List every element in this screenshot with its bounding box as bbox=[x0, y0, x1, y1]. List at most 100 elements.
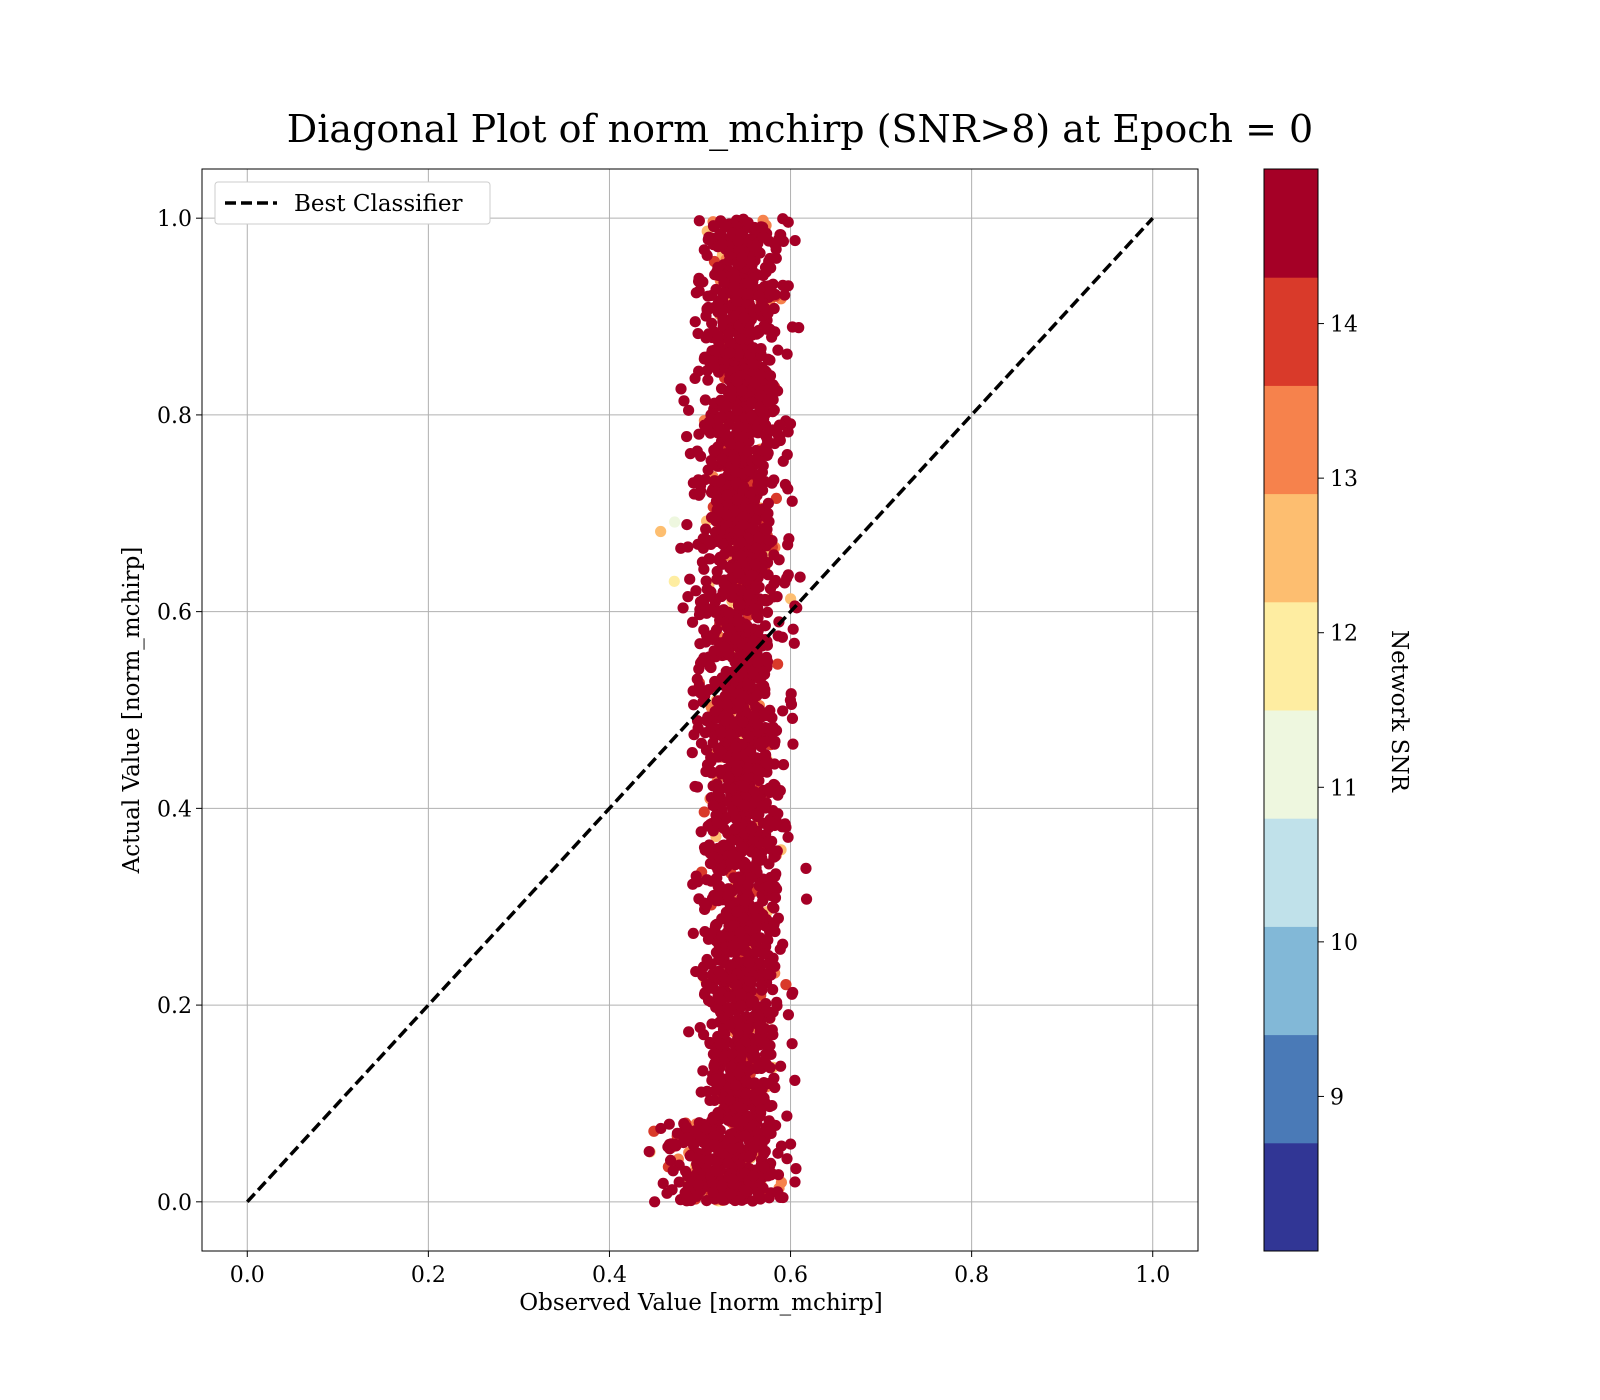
scatter-point bbox=[740, 1088, 752, 1100]
scatter-point bbox=[694, 488, 706, 500]
scatter-point bbox=[745, 410, 757, 422]
scatter-point bbox=[785, 688, 797, 700]
scatter-point bbox=[777, 759, 790, 771]
scatter-point bbox=[786, 1038, 798, 1050]
scatter-point bbox=[711, 809, 723, 821]
scatter-point bbox=[677, 602, 689, 614]
scatter-point bbox=[720, 665, 732, 678]
scatter-point bbox=[716, 538, 729, 550]
scatter-point bbox=[751, 690, 763, 702]
scatter-point bbox=[779, 478, 791, 491]
scatter-point bbox=[762, 447, 774, 459]
scatter-point bbox=[763, 1192, 775, 1204]
scatter-point bbox=[755, 343, 767, 355]
colorbar-band bbox=[1264, 385, 1318, 495]
scatter-point bbox=[736, 384, 748, 397]
scatter-point bbox=[698, 1029, 710, 1041]
scatter-point bbox=[698, 353, 710, 365]
scatter-point bbox=[748, 786, 760, 798]
scatter-point bbox=[712, 502, 724, 514]
scatter-point bbox=[747, 665, 759, 677]
scatter-point bbox=[759, 620, 771, 632]
scatter-point bbox=[770, 492, 782, 505]
scatter-point bbox=[728, 281, 740, 293]
scatter-point bbox=[729, 454, 741, 466]
scatter-point bbox=[709, 675, 721, 688]
scatter-point bbox=[755, 1104, 767, 1116]
x-axis-label: Observed Value [norm_mchirp] bbox=[519, 1290, 882, 1316]
y-axis-label: Actual Value [norm_mchirp] bbox=[119, 547, 145, 875]
scatter-point bbox=[757, 594, 769, 606]
scatter-point bbox=[732, 615, 744, 627]
scatter-point bbox=[726, 1143, 738, 1155]
scatter-point bbox=[715, 727, 728, 739]
scatter-point bbox=[667, 1165, 679, 1177]
scatter-point bbox=[716, 238, 729, 251]
scatter-point bbox=[723, 249, 736, 261]
scatter-point bbox=[742, 762, 754, 774]
scatter-point bbox=[765, 1048, 777, 1061]
y-tick-label: 0.0 bbox=[157, 1191, 192, 1216]
scatter-point bbox=[750, 515, 762, 527]
scatter-point bbox=[719, 690, 731, 702]
scatter-point bbox=[736, 251, 748, 264]
colorbar-tick-label: 9 bbox=[1330, 1085, 1344, 1110]
scatter-point bbox=[744, 975, 757, 988]
scatter-point bbox=[786, 495, 798, 507]
scatter-point bbox=[789, 1176, 801, 1188]
scatter-point bbox=[743, 465, 755, 477]
scatter-point bbox=[691, 445, 703, 457]
scatter-point bbox=[773, 233, 785, 245]
scatter-point bbox=[695, 687, 707, 699]
scatter-point bbox=[786, 321, 799, 333]
scatter-point bbox=[701, 249, 713, 262]
scatter-point bbox=[714, 228, 726, 240]
scatter-point bbox=[735, 550, 747, 562]
scatter-point bbox=[723, 327, 736, 339]
scatter-point bbox=[691, 781, 704, 793]
scatter-point bbox=[759, 736, 771, 748]
scatter-point bbox=[711, 565, 723, 578]
scatter-point bbox=[774, 419, 787, 431]
scatter-point bbox=[689, 316, 701, 328]
scatter-point bbox=[748, 710, 760, 722]
scatter-point bbox=[777, 938, 789, 950]
colorbar-band bbox=[1264, 926, 1318, 1036]
scatter-point bbox=[731, 493, 743, 505]
scatter-point bbox=[749, 558, 761, 571]
scatter-point bbox=[727, 805, 739, 818]
scatter-point bbox=[734, 599, 746, 611]
scatter-point bbox=[705, 958, 717, 970]
scatter-point bbox=[725, 959, 737, 971]
scatter-point bbox=[782, 539, 794, 551]
x-tick-label: 0.2 bbox=[411, 1263, 446, 1288]
scatter-point bbox=[781, 572, 793, 584]
scatter-point bbox=[694, 596, 707, 608]
best-classifier-line bbox=[245, 216, 1155, 1204]
scatter-point bbox=[720, 911, 733, 923]
scatter-point bbox=[655, 1122, 667, 1135]
scatter-point bbox=[731, 906, 743, 918]
scatter-point bbox=[738, 799, 751, 811]
scatter-point bbox=[749, 1077, 761, 1089]
scatter-point bbox=[753, 1020, 765, 1032]
scatter-point bbox=[721, 699, 733, 711]
scatter-point bbox=[742, 1023, 754, 1035]
scatter-point bbox=[692, 1178, 704, 1190]
scatter-point bbox=[649, 1196, 661, 1208]
scatter-point bbox=[712, 1106, 724, 1119]
scatter-point bbox=[724, 1019, 736, 1031]
y-tick-label: 0.2 bbox=[157, 994, 192, 1019]
scatter-point bbox=[714, 475, 726, 488]
scatter-point bbox=[675, 383, 687, 395]
scatter-point bbox=[756, 984, 768, 996]
scatter-point bbox=[774, 431, 786, 443]
scatter-point bbox=[731, 295, 743, 307]
scatter-point bbox=[712, 895, 724, 907]
scatter-point bbox=[731, 750, 743, 762]
scatter-point bbox=[762, 507, 774, 519]
scatter-point bbox=[723, 347, 736, 359]
scatter-point bbox=[758, 1036, 770, 1048]
scatter-point bbox=[769, 892, 782, 904]
